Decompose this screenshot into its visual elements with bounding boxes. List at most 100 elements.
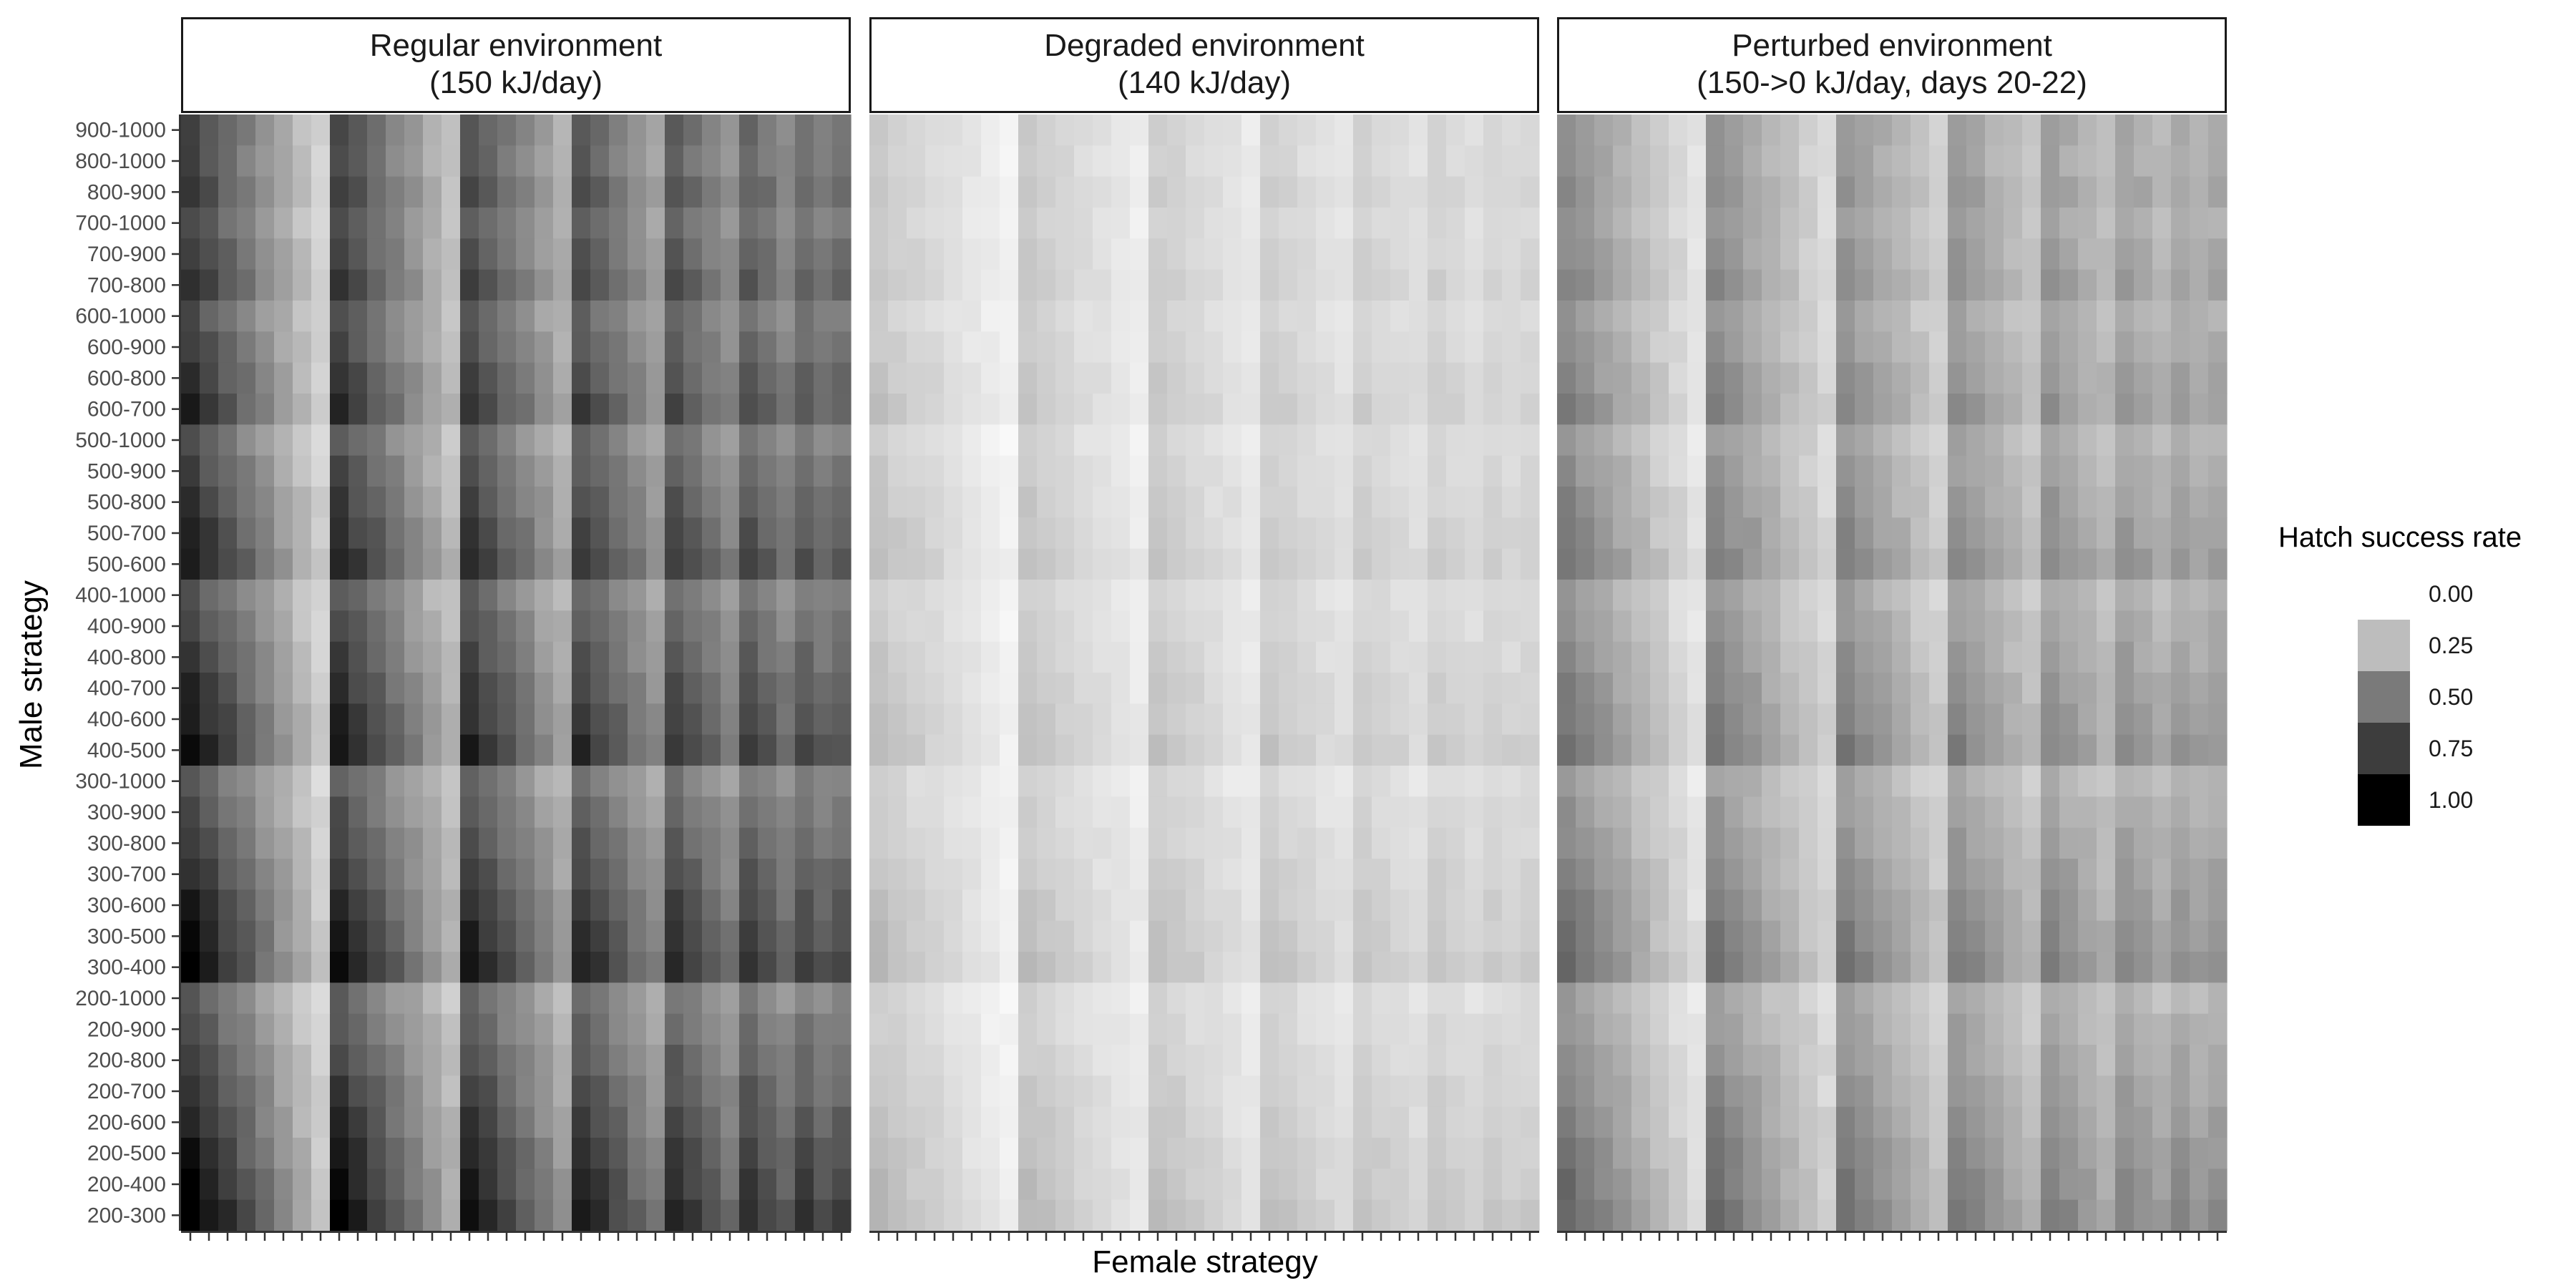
heatmap-cell [1576,641,1595,673]
heatmap-cell [2041,673,2060,704]
heatmap-cell [1650,455,1669,487]
heatmap-cell [646,703,665,736]
heatmap-cell [1297,827,1317,859]
heatmap-cell [348,208,368,239]
heatmap-cell [1409,920,1428,952]
heatmap-cell [888,1045,907,1076]
heatmap-cell [609,920,628,952]
heatmap-cell [386,114,405,146]
heatmap-cell [1687,208,1707,239]
heatmap-cell [1297,580,1317,611]
heatmap-cell [590,301,610,332]
legend-key [2358,774,2410,826]
heatmap-cell [869,269,889,301]
heatmap-cell [1465,766,1484,797]
heatmap-cell [2004,703,2023,736]
heatmap-cell [1037,889,1056,922]
heatmap-cell [2152,610,2172,643]
heatmap-cell [516,1106,535,1138]
heatmap-cell [2078,301,2097,332]
heatmap-cell [1241,548,1261,580]
heatmap-cell [702,208,721,239]
heatmap-cell [1353,455,1372,487]
heatmap-cell [1167,487,1186,518]
heatmap-cell [497,673,517,704]
heatmap-cell [1409,580,1428,611]
heatmap-cell [609,1169,628,1201]
heatmap-cell [1074,982,1093,1015]
heatmap-cell [1669,362,1688,394]
heatmap-cell [1335,827,1354,859]
heatmap-cell [348,734,368,766]
heatmap-cell [218,859,238,890]
heatmap-cell [255,362,275,394]
heatmap-cell [330,673,349,704]
heatmap-cell [832,734,852,766]
heatmap-cell [1260,673,1279,704]
heatmap-cell [404,1106,424,1138]
heatmap-cell [1799,641,1818,673]
heatmap-cell [795,1106,814,1138]
heatmap-cell [348,673,368,704]
heatmap-cell [795,1045,814,1076]
heatmap-cell [1353,982,1372,1015]
heatmap-cell [1780,766,1800,797]
heatmap-cell [2059,517,2079,550]
heatmap-cell [311,1075,331,1108]
heatmap-cell [1018,238,1038,270]
heatmap-cell [907,1138,926,1169]
heatmap-cell [1186,859,1205,890]
heatmap-cell [386,796,405,829]
heatmap-cell [869,424,889,457]
heatmap-cell [1204,796,1224,829]
heatmap-cell [2004,455,2023,487]
heatmap-cell [1204,610,1224,643]
heatmap-cell [1148,176,1168,208]
heatmap-cell [2059,176,2079,208]
heatmap-cell [441,1013,461,1045]
heatmap-cell [1985,920,2004,952]
heatmap-cell [1390,301,1410,332]
heatmap-cell [1390,827,1410,859]
heatmap-cell [330,145,349,177]
heatmap-cell [702,703,721,736]
heatmap-cell [2171,487,2190,518]
heatmap-cell [386,920,405,952]
heatmap-cell [2134,827,2153,859]
heatmap-cell [795,238,814,270]
heatmap-cell [814,827,833,859]
heatmap-cell [1167,176,1186,208]
heatmap-cell [1000,394,1019,425]
heatmap-cell [2022,610,2041,643]
heatmap-cell [1669,796,1688,829]
heatmap-cell [1650,1138,1669,1169]
heatmap-cell [1985,269,2004,301]
heatmap-cell [1873,114,1893,146]
heatmap-cell [628,796,647,829]
heatmap-cell [218,455,238,487]
heatmap-cell [1594,703,1614,736]
heatmap-cell [1111,889,1131,922]
heatmap-cell [1018,827,1038,859]
heatmap-cell [1724,176,1744,208]
heatmap-cell [1018,673,1038,704]
heatmap-cell [1948,269,1967,301]
heatmap-cell [1111,673,1131,704]
heatmap-cell [1483,859,1503,890]
heatmap-cell [925,580,945,611]
heatmap-cell [2152,734,2172,766]
heatmap-cell [1037,238,1056,270]
heatmap-cell [1130,1075,1149,1108]
heatmap-cell [2004,301,2023,332]
heatmap-cell [1297,362,1317,394]
heatmap-cell [1873,952,1893,983]
heatmap-cell [1372,1106,1391,1138]
heatmap-cell [1669,394,1688,425]
heatmap-cell [1074,238,1093,270]
heatmap-cell [479,796,498,829]
heatmap-cell [2115,734,2135,766]
heatmap-cell [1631,580,1651,611]
heatmap-cell [962,424,982,457]
heatmap-cell [2190,145,2209,177]
heatmap-cell [1000,1199,1019,1231]
